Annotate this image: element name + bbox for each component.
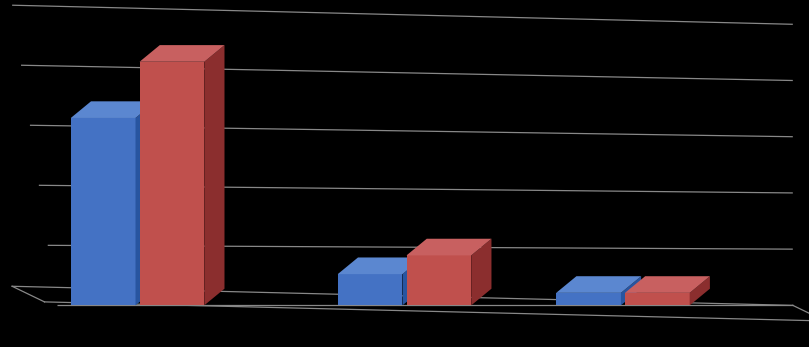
Polygon shape bbox=[406, 239, 491, 255]
Polygon shape bbox=[139, 45, 225, 62]
Polygon shape bbox=[139, 62, 204, 305]
Polygon shape bbox=[406, 255, 471, 305]
Polygon shape bbox=[625, 293, 689, 305]
Polygon shape bbox=[338, 274, 403, 305]
Polygon shape bbox=[338, 257, 422, 274]
Polygon shape bbox=[471, 239, 491, 305]
Polygon shape bbox=[403, 257, 422, 305]
Polygon shape bbox=[625, 276, 710, 293]
Polygon shape bbox=[136, 101, 155, 305]
Polygon shape bbox=[556, 276, 641, 293]
Polygon shape bbox=[71, 118, 136, 305]
Polygon shape bbox=[689, 276, 710, 305]
Polygon shape bbox=[621, 276, 641, 305]
Polygon shape bbox=[71, 101, 155, 118]
Polygon shape bbox=[204, 45, 225, 305]
Polygon shape bbox=[556, 293, 621, 305]
